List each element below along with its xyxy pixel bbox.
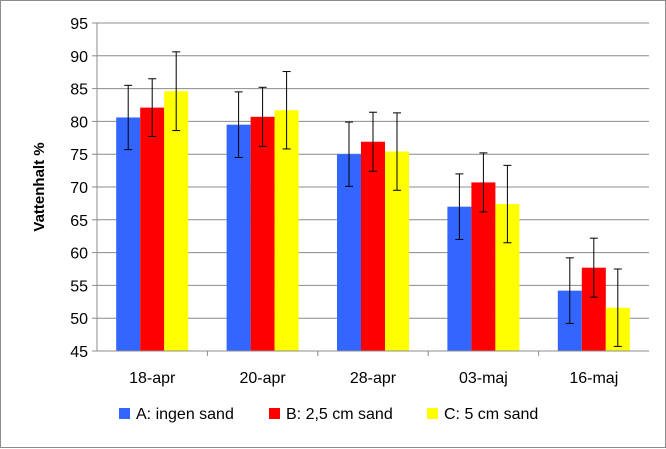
x-tick-label: 18-apr <box>129 370 176 387</box>
bar <box>140 107 165 352</box>
y-tick-label: 50 <box>70 311 88 328</box>
bars <box>116 91 630 352</box>
y-tick-label: 45 <box>70 344 88 361</box>
legend-swatch <box>427 408 438 419</box>
y-tick-label: 65 <box>70 213 88 230</box>
bar <box>116 117 141 352</box>
y-tick-label: 75 <box>70 147 88 164</box>
y-tick-label: 95 <box>70 16 88 33</box>
y-tick-label: 60 <box>70 246 88 263</box>
legend-swatch <box>269 408 280 419</box>
y-tick-label: 85 <box>70 82 88 99</box>
error-bars <box>124 51 622 347</box>
y-tick-label: 70 <box>70 180 88 197</box>
x-tick-label: 20-apr <box>239 370 286 387</box>
y-tick-label: 90 <box>70 49 88 66</box>
legend-label: A: ingen sand <box>136 406 234 423</box>
axes: 45 50 55 60 65 70 75 80 85 90 95 18-apr 20-apr 28-apr… <box>70 16 649 387</box>
y-axis-title: Vattenhalt % <box>31 142 48 231</box>
legend: A: ingen sand B: 2,5 cm sand C: 5 cm sand <box>119 406 538 423</box>
bar <box>361 141 385 351</box>
x-tick-label: 28-apr <box>350 370 397 387</box>
legend-swatch <box>119 408 130 419</box>
x-tick-label: 03-maj <box>459 370 508 387</box>
bar <box>274 110 299 351</box>
legend-label: C: 5 cm sand <box>444 406 538 423</box>
bar <box>226 124 251 352</box>
bar <box>164 91 189 351</box>
y-tick-label: 80 <box>70 114 88 131</box>
bar <box>337 154 361 351</box>
bar <box>250 116 275 351</box>
legend-label: B: 2,5 cm sand <box>286 406 393 423</box>
y-tick-label: 55 <box>70 278 88 295</box>
x-tick-label: 16-maj <box>569 370 618 387</box>
